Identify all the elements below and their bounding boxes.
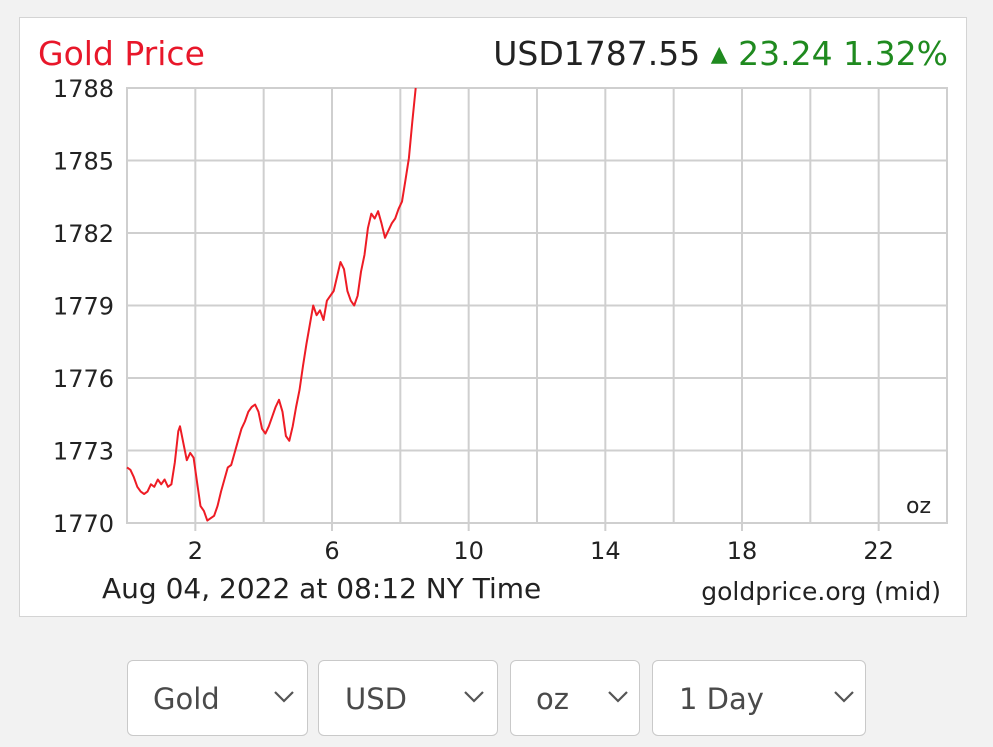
y-tick-label: 1788 (53, 75, 114, 103)
chevron-down-icon (464, 691, 484, 703)
gold-price-line (126, 87, 417, 522)
price-header: USD1787.55 ▲ 23.24 1.32% (493, 30, 948, 73)
gold-price-chart: 1788 1785 1782 1779 1776 1773 1770 2 6 10 14 18 22 G… (38, 30, 948, 606)
range-select-value: 1 Day (679, 682, 764, 716)
chart-grid (126, 87, 948, 524)
chevron-down-icon (608, 691, 628, 703)
up-arrow-icon: ▲ (711, 42, 728, 67)
currency-select[interactable]: USD (318, 660, 498, 736)
chevron-down-icon (834, 691, 854, 703)
x-tick-label: 6 (324, 537, 339, 565)
plot-frame (126, 87, 948, 524)
chevron-down-icon (274, 691, 294, 703)
price-change-percent: 1.32% (843, 34, 948, 73)
current-price: USD1787.55 (493, 34, 700, 73)
x-tick-label: 2 (188, 537, 203, 565)
currency-select-value: USD (345, 682, 407, 716)
y-tick-label: 1785 (53, 148, 114, 176)
metal-select-value: Gold (153, 682, 220, 716)
range-select[interactable]: 1 Day (652, 660, 866, 736)
x-tick-label: 22 (863, 537, 894, 565)
y-tick-label: 1770 (53, 510, 114, 538)
weight-select[interactable]: oz (510, 660, 640, 736)
timestamp-label: Aug 04, 2022 at 08:12 NY Time (102, 572, 541, 605)
y-tick-label: 1776 (53, 365, 114, 393)
y-tick-label: 1782 (53, 220, 114, 248)
metal-select[interactable]: Gold (127, 660, 308, 736)
price-change: 23.24 (738, 34, 832, 73)
x-tick-label: 18 (727, 537, 758, 565)
unit-label: oz (906, 494, 931, 519)
chart-series (126, 87, 417, 522)
x-tick-label: 10 (453, 537, 484, 565)
x-tick-label: 14 (590, 537, 621, 565)
chart-axes: 1788 1785 1782 1779 1776 1773 1770 2 6 10 14 18 22 (53, 75, 894, 565)
y-tick-label: 1773 (53, 438, 114, 466)
weight-select-value: oz (536, 682, 569, 716)
chart-controls: Gold USD oz 1 Day (0, 660, 993, 740)
chart-title: Gold Price (38, 34, 205, 73)
chart-labels: Gold Price USD1787.55 ▲ 23.24 1.32% oz A… (38, 30, 948, 606)
gold-price-chart-panel: 1788 1785 1782 1779 1776 1773 1770 2 6 10 14 18 22 G… (19, 17, 967, 617)
y-tick-label: 1779 (53, 293, 114, 321)
source-label: goldprice.org (mid) (701, 577, 941, 606)
